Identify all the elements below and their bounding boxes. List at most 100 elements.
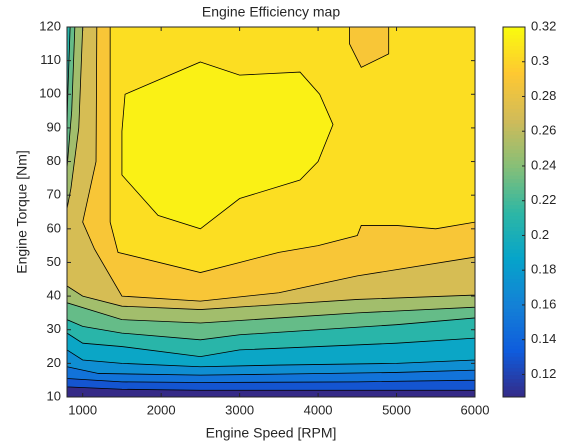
colorbar-cell (503, 38, 525, 43)
colorbar-cell (503, 341, 525, 346)
colorbar-cell (503, 141, 525, 146)
colorbar-cell (503, 241, 525, 246)
colorbar-cell (503, 71, 525, 76)
x-tick-label: 5000 (382, 402, 411, 417)
y-tick-label: 40 (47, 288, 61, 303)
x-axis-label: Engine Speed [RPM] (206, 425, 337, 441)
colorbar-frame (502, 26, 526, 398)
colorbar-cell (503, 30, 525, 35)
colorbar-cell (503, 89, 525, 95)
colorbar-cell (503, 237, 525, 243)
colorbar-cell (503, 223, 525, 228)
colorbar-cell (503, 115, 525, 120)
colorbar-tick-label: 0.24 (531, 157, 556, 172)
colorbar-cell (503, 226, 525, 231)
colorbar-tick-label: 0.12 (531, 366, 556, 381)
y-tick-label: 70 (47, 187, 61, 202)
colorbar-cell (503, 393, 525, 398)
colorbar-cell (503, 149, 525, 154)
colorbar-cell (503, 289, 525, 294)
colorbar-tick-label: 0.2 (531, 227, 549, 242)
colorbar-cell (503, 27, 525, 32)
y-axis-label: Engine Torque [Nm] (14, 150, 30, 273)
x-tick-label: 4000 (304, 402, 333, 417)
colorbar-cell (503, 334, 525, 339)
colorbar-cell (503, 138, 525, 143)
colorbar-cell (503, 41, 525, 46)
colorbar-cell (503, 360, 525, 365)
colorbar-cell (503, 119, 525, 124)
y-tick-label: 20 (47, 355, 61, 370)
x-tick-label: 6000 (461, 402, 490, 417)
colorbar-cell (503, 263, 525, 268)
colorbar-cell (503, 304, 525, 309)
colorbar-cell (503, 182, 525, 187)
colorbar-cell (503, 130, 525, 135)
colorbar-tick-label: 0.14 (531, 331, 556, 346)
colorbar-cell (503, 267, 525, 272)
plot-area (67, 27, 475, 397)
colorbar-cell (503, 112, 525, 117)
colorbar-cell (503, 348, 525, 354)
colorbar-cell (503, 378, 525, 383)
y-tick-label: 80 (47, 153, 61, 168)
colorbar-cell (503, 371, 525, 376)
colorbar-cell (503, 82, 525, 87)
colorbar-cell (503, 337, 525, 342)
colorbar-cell (503, 352, 525, 357)
colorbar-cell (503, 75, 525, 80)
colorbar-cell (503, 204, 525, 209)
colorbar-cell (503, 293, 525, 298)
colorbar-cell (503, 126, 525, 132)
colorbar-cell (503, 323, 525, 328)
colorbar-cell (503, 45, 525, 50)
colorbar-cell (503, 260, 525, 265)
colorbar-cell (503, 178, 525, 183)
contour-line (67, 27, 475, 383)
colorbar-cell (503, 385, 525, 391)
colorbar-cell (503, 208, 525, 213)
y-tick-label: 90 (47, 119, 61, 134)
colorbar-tick-label: 0.3 (531, 53, 549, 68)
colorbar-cell (503, 60, 525, 65)
contour-line (67, 27, 475, 310)
x-tick-label: 1000 (68, 402, 97, 417)
colorbar-cell (503, 363, 525, 368)
colorbar-cell (503, 97, 525, 102)
colorbar-cell (503, 175, 525, 180)
colorbar-cell (503, 252, 525, 257)
y-tick-label: 30 (47, 321, 61, 336)
colorbar-cell (503, 234, 525, 239)
colorbar-cell (503, 256, 525, 261)
colorbar-cell (503, 67, 525, 72)
colorbar-cell (503, 49, 525, 54)
contour-line (67, 27, 475, 358)
colorbar-cell (503, 56, 525, 61)
contour-line (67, 27, 475, 391)
colorbar-tick-label: 0.22 (531, 192, 556, 207)
colorbar-cell (503, 245, 525, 250)
y-tick-label: 60 (47, 220, 61, 235)
colorbar-cell (503, 271, 525, 276)
colorbar-cell (503, 278, 525, 283)
colorbar-cell (503, 215, 525, 220)
colorbar-cell (503, 297, 525, 302)
colorbar-cell (503, 78, 525, 83)
colorbar-cell (503, 163, 525, 169)
colorbar-cell (503, 152, 525, 157)
x-tick-label: 2000 (147, 402, 176, 417)
colorbar-cell (503, 382, 525, 387)
colorbar-tick-label: 0.18 (531, 262, 556, 277)
colorbar-tick-label: 0.26 (531, 123, 556, 138)
colorbar-cell (503, 219, 525, 224)
contour-line (109, 27, 475, 273)
colorbar-cell (503, 193, 525, 198)
colorbar-cell (503, 315, 525, 320)
y-tick-label: 100 (39, 86, 61, 101)
colorbar-cell (503, 345, 525, 350)
colorbar-cell (503, 101, 525, 106)
colorbar-cell (503, 389, 525, 394)
y-tick-label: 120 (39, 18, 61, 33)
colorbar-cell (503, 356, 525, 361)
